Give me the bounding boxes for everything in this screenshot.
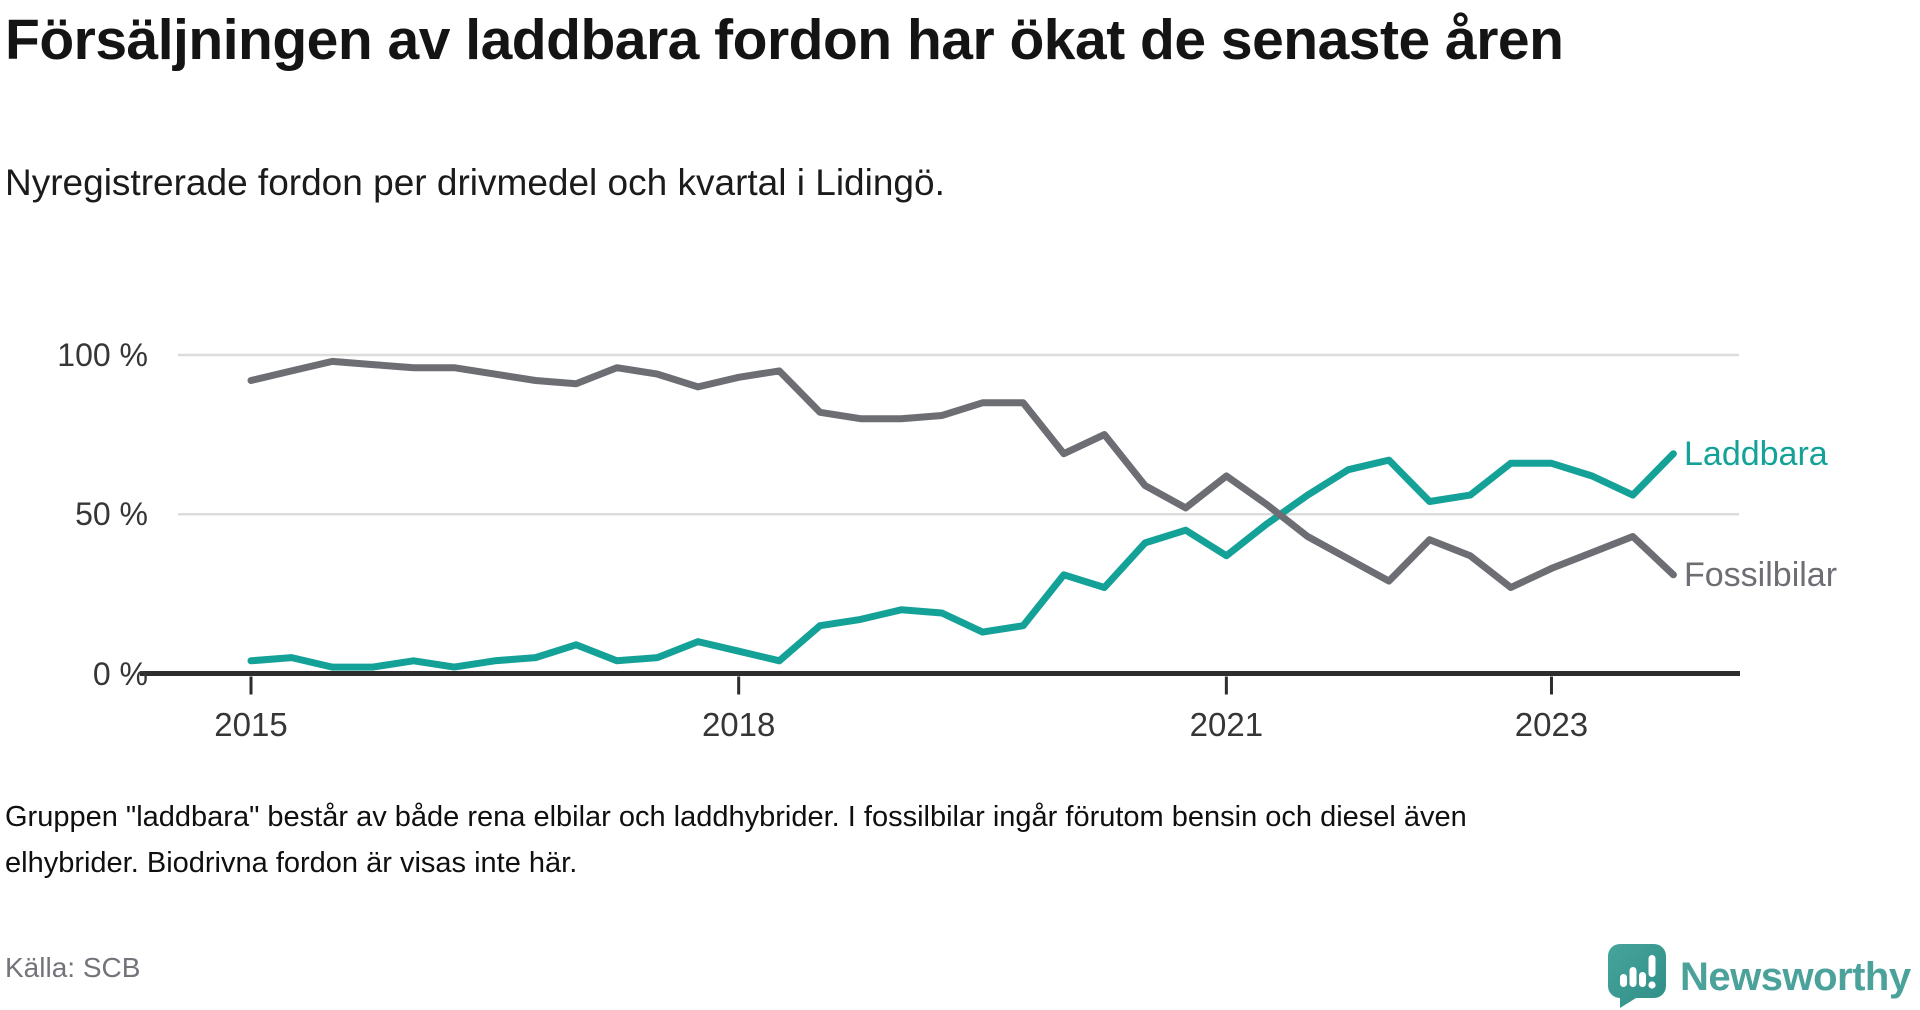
brand-name: Newsworthy: [1680, 954, 1911, 999]
series-line-fossilbilar: [247, 357, 1677, 591]
source-note: Källa: SCB: [5, 952, 141, 983]
y-axis-label-100: 100 %: [57, 337, 148, 373]
x-axis-label-2021: 2021: [1189, 706, 1264, 743]
page-title: Försäljningen av laddbara fordon har öka…: [5, 8, 1564, 72]
x-axis-label-2015: 2015: [214, 706, 288, 743]
series-label-fossilbilar: Fossilbilar: [1684, 555, 1838, 594]
series-label-laddbara: Laddbara: [1684, 434, 1828, 473]
x-axis-label-2018: 2018: [701, 706, 776, 743]
footnote-line-2: elhybrider. Biodrivna fordon är visas in…: [5, 847, 578, 879]
x-axis-label-2023: 2023: [1514, 706, 1589, 743]
newsworthy-logo: Newsworthy: [1608, 944, 1911, 1010]
y-axis-label-0: 0 %: [92, 655, 148, 692]
bar-chart-bubble-icon: [1608, 944, 1666, 1008]
chart-subtitle: Nyregistrerade fordon per drivmedel och …: [5, 162, 945, 203]
y-axis-label-50: 50 %: [75, 496, 148, 533]
footnote-line-1: Gruppen "laddbara" består av både rena e…: [5, 801, 1467, 833]
series-line-laddbara: [247, 450, 1677, 671]
